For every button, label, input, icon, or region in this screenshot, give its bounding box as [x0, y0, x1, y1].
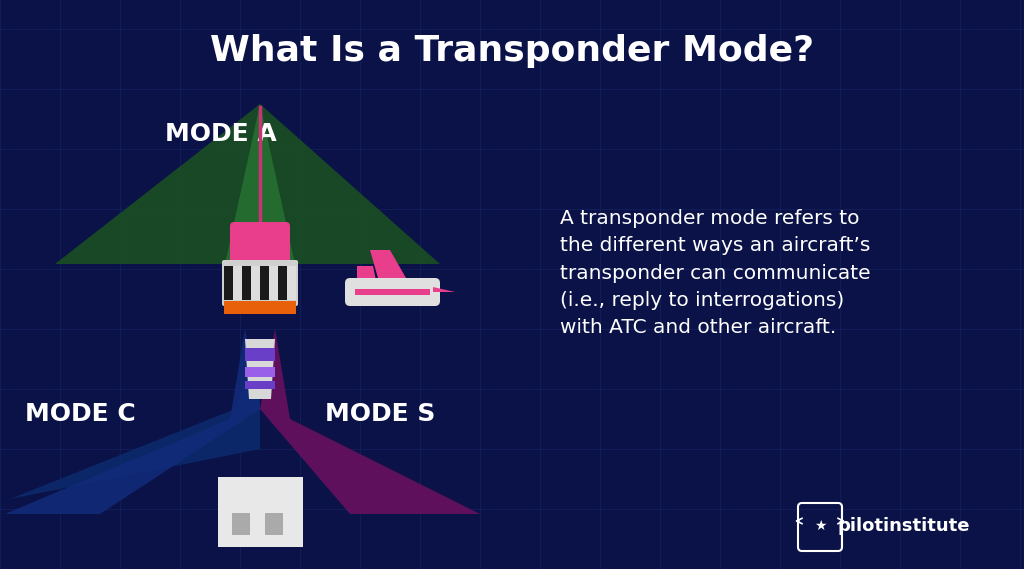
Bar — [245, 348, 275, 361]
Bar — [287, 266, 296, 300]
Text: A transponder mode refers to
the different ways an aircraft’s
transponder can co: A transponder mode refers to the differe… — [560, 209, 870, 337]
Bar — [242, 266, 251, 300]
Polygon shape — [5, 329, 260, 514]
Text: pilotinstitute: pilotinstitute — [838, 517, 971, 535]
Bar — [217, 477, 302, 547]
Bar — [224, 266, 233, 300]
Polygon shape — [357, 266, 377, 285]
FancyBboxPatch shape — [230, 222, 290, 268]
Text: What Is a Transponder Mode?: What Is a Transponder Mode? — [210, 34, 814, 68]
Polygon shape — [260, 329, 480, 514]
Polygon shape — [433, 287, 455, 292]
Text: MODE A: MODE A — [165, 122, 276, 146]
FancyBboxPatch shape — [222, 260, 298, 306]
Polygon shape — [10, 339, 260, 499]
Polygon shape — [245, 339, 275, 399]
Bar — [232, 513, 250, 535]
Bar — [245, 381, 275, 389]
Bar — [265, 513, 283, 535]
Bar — [260, 266, 269, 300]
Bar — [251, 266, 260, 300]
Bar — [355, 289, 430, 295]
Bar — [245, 367, 275, 377]
Polygon shape — [370, 250, 410, 285]
Polygon shape — [225, 104, 295, 264]
Text: MODE C: MODE C — [25, 402, 136, 426]
Text: ★: ★ — [814, 519, 826, 533]
Text: MODE S: MODE S — [325, 402, 435, 426]
Polygon shape — [55, 104, 440, 264]
Bar — [278, 266, 287, 300]
Bar — [224, 301, 296, 314]
Bar — [269, 266, 278, 300]
Bar — [233, 266, 242, 300]
FancyBboxPatch shape — [345, 278, 440, 306]
